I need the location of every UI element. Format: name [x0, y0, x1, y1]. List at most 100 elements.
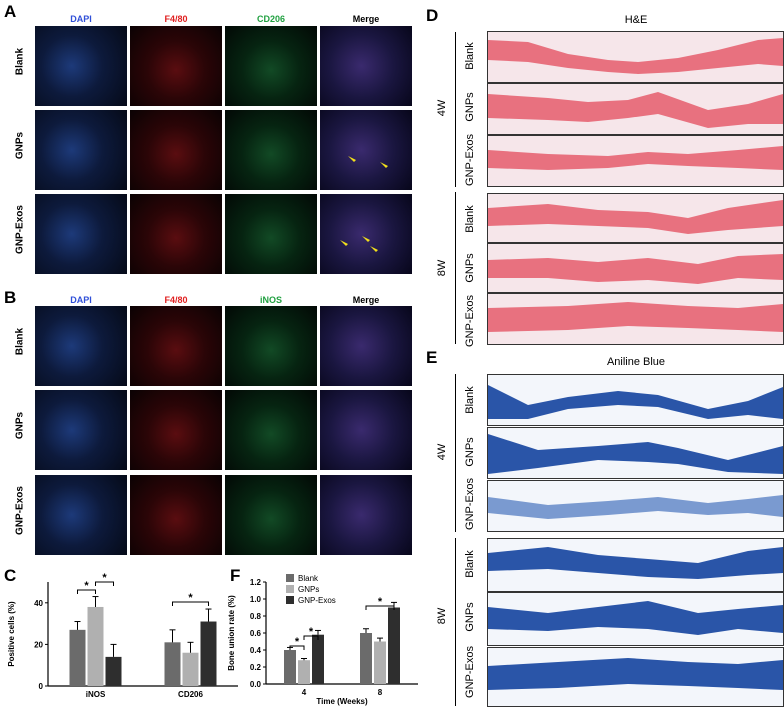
panel-e-image-8w-gnp-exos: [487, 647, 784, 707]
y-tick-label: 0.0: [250, 680, 262, 689]
panel-letter-f: F: [230, 566, 241, 585]
bar-blank-cd206: [164, 642, 181, 686]
panel-e-image-8w-blank: [487, 538, 784, 592]
panel-b-image-gnp-exos-inos: [225, 475, 317, 555]
x-tick-label: 4: [302, 688, 307, 697]
panel-a-image-gnps-dapi: [35, 110, 127, 190]
y-tick-label: 0.4: [250, 646, 262, 655]
x-tick-label: 8: [378, 688, 383, 697]
panel-a-row-blank: Blank: [14, 47, 26, 76]
bar-gnp-exos-8: [388, 607, 400, 684]
bar-gnp-exos-inos: [105, 656, 122, 686]
panel-d-row-gnps-8w: GNPs: [464, 253, 476, 283]
panel-b-image-blank-inos: [225, 306, 317, 386]
y-tick-label: 1.0: [250, 595, 262, 604]
panel-b-image-gnps-merge: [320, 390, 412, 470]
significance-bracket: [172, 601, 209, 606]
panel-b-row-gnp-exos: GNP-Exos: [14, 486, 26, 535]
bar-gnps-8: [374, 641, 386, 684]
y-tick-label: 0.2: [250, 663, 262, 672]
legend-swatch-blank: [286, 574, 294, 582]
panel-a-image-blank-dapi: [35, 26, 127, 106]
panel-b-col-inos: iNOS: [259, 295, 282, 305]
y-tick-label: 0.6: [250, 629, 262, 638]
significance-star: *: [188, 592, 193, 604]
panel-d-image-8w-blank: [487, 193, 784, 243]
panel-b-col-f480: F4/80: [164, 295, 188, 305]
significance-bracket: [289, 645, 305, 650]
panel-e-group-4w: 4W: [436, 443, 448, 461]
bar-blank-inos: [69, 629, 86, 686]
bar-gnp-exos-cd206: [200, 621, 217, 686]
panel-b-image-gnp-exos-merge: [320, 475, 412, 555]
panel-e-image-4w-gnps: [487, 427, 784, 479]
panel-e-image-4w-blank: [487, 374, 784, 426]
panel-a-row-gnp-exos: GNP-Exos: [14, 205, 26, 254]
panel-e-row-gnp-exos-4w: GNP-Exos: [464, 478, 476, 530]
bar-gnp-exos-4: [312, 634, 324, 684]
panel-e-image-4w-gnp-exos: [487, 480, 784, 532]
panel-b-image-gnp-exos-dapi: [35, 475, 127, 555]
y-tick-label: 40: [34, 599, 43, 608]
panel-letter-c: C: [4, 566, 17, 585]
significance-bracket: [77, 589, 96, 594]
panel-b-col-merge: Merge: [352, 295, 380, 305]
panel-e-row-gnp-exos-8w: GNP-Exos: [464, 646, 476, 698]
bar-blank-8: [360, 633, 372, 684]
panel-a-image-gnp-exos-merge: [320, 194, 412, 274]
panel-letter-a: A: [4, 2, 17, 21]
chart-c: 0 20 40 Positive cells (%) iNOS CD206 * * *: [7, 572, 238, 699]
panel-b-image-gnps-inos: [225, 390, 317, 470]
significance-star: *: [102, 572, 107, 584]
bar-gnps-cd206: [182, 652, 199, 686]
panel-d-image-8w-gnps: [487, 243, 784, 293]
legend-swatch-gnps: [286, 585, 294, 593]
panel-b-image-gnp-exos-f480: [130, 475, 222, 555]
panel-b-image-gnps-dapi: [35, 390, 127, 470]
panel-d-row-gnp-exos-8w: GNP-Exos: [464, 295, 476, 347]
panel-e-row-blank-8w: Blank: [464, 550, 476, 578]
panel-d-title: H&E: [624, 14, 648, 26]
yellow-arrow-icon: [340, 236, 378, 252]
panel-a-col-dapi: DAPI: [70, 14, 92, 24]
panel-d-bracket-8w: [455, 192, 456, 344]
panel-b-row-gnps: GNPs: [14, 411, 26, 440]
panel-letter-b: B: [4, 288, 17, 307]
panel-d-image-4w-gnps: [487, 83, 784, 135]
panel-letter-d: D: [426, 6, 439, 25]
y-tick-label: 20: [34, 640, 43, 649]
panel-d-row-gnps-4w: GNPs: [464, 92, 476, 122]
panel-e-bracket-8w: [455, 538, 456, 706]
significance-star: *: [309, 626, 314, 638]
yellow-arrow-icon: [348, 156, 388, 168]
panel-b-row-blank: Blank: [14, 327, 26, 356]
panel-a-image-blank-merge: [320, 26, 412, 106]
panel-b-image-blank-f480: [130, 306, 222, 386]
significance-bracket: [365, 605, 395, 610]
panel-a-image-gnp-exos-f480: [130, 194, 222, 274]
legend-swatch-gnp-exos: [286, 596, 294, 604]
panel-b-col-dapi: DAPI: [70, 295, 92, 305]
legend-label-gnps: GNPs: [298, 585, 319, 594]
panel-d-image-8w-gnp-exos: [487, 293, 784, 345]
panel-d-row-gnp-exos-4w: GNP-Exos: [464, 134, 476, 186]
bar-blank-4: [284, 650, 296, 684]
panel-e-bracket-4w: [455, 374, 456, 532]
panel-e-row-blank-4w: Blank: [464, 386, 476, 414]
panel-a-col-f480: F4/80: [164, 14, 188, 24]
significance-bracket: [303, 635, 319, 640]
x-tick-label: iNOS: [86, 690, 106, 699]
legend-label-blank: Blank: [298, 574, 319, 583]
panel-a-image-gnps-f480: [130, 110, 222, 190]
panel-b-image-blank-merge: [320, 306, 412, 386]
panel-a-image-gnp-exos-dapi: [35, 194, 127, 274]
panel-a-image-gnps-merge: [320, 110, 412, 190]
panel-d-image-4w-gnp-exos: [487, 135, 784, 187]
x-axis-label: Time (Weeks): [316, 697, 368, 706]
panel-e-image-8w-gnps: [487, 592, 784, 646]
y-tick-label: 0.8: [250, 612, 262, 621]
chart-f: 0.0 0.2 0.4 0.6 0.8 1.0 1.2 Bone union rate (%)…: [227, 574, 418, 706]
panel-a-image-gnps-cd206: [225, 110, 317, 190]
panel-d-group-8w: 8W: [436, 259, 448, 277]
significance-bracket: [95, 581, 114, 586]
